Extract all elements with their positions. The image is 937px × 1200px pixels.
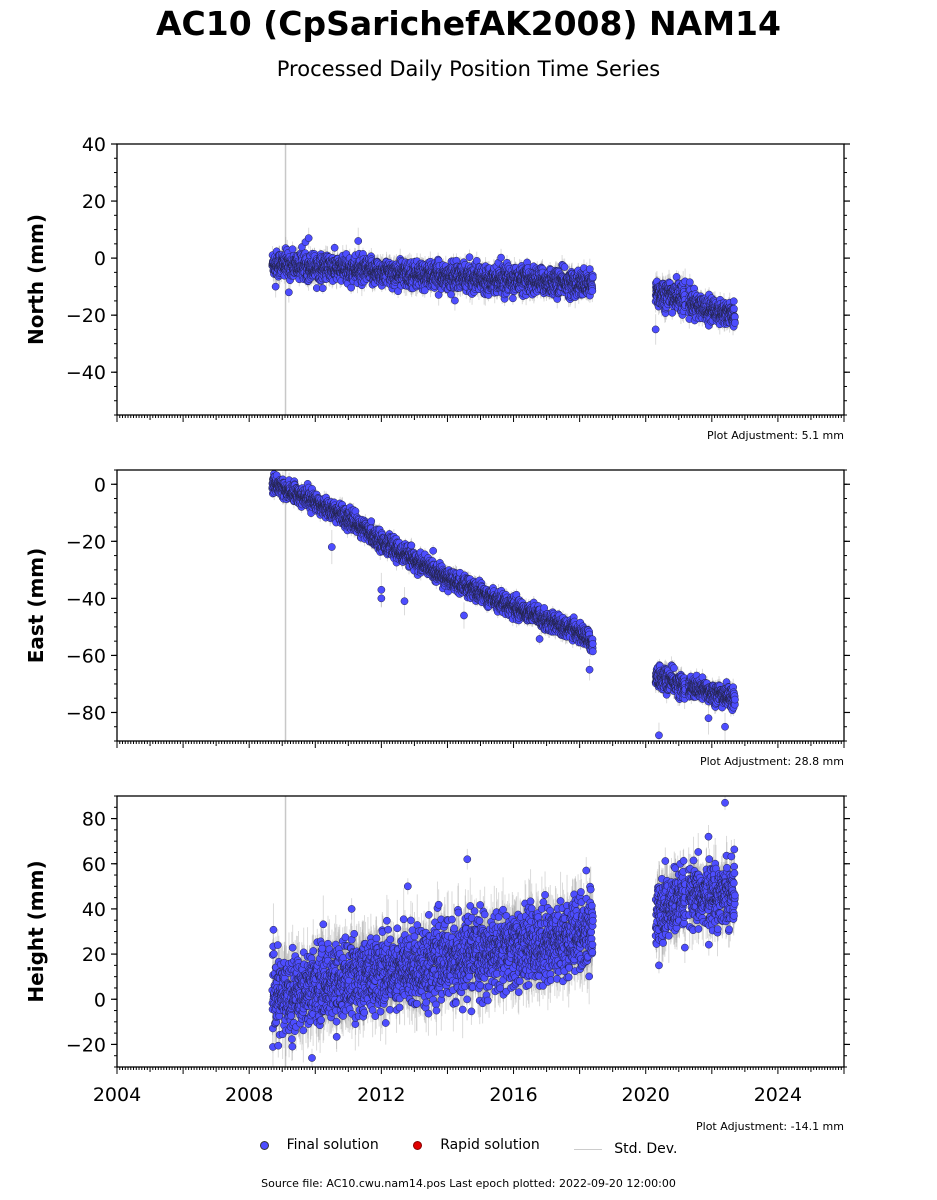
- final-solution-point: [347, 283, 355, 292]
- final-solution-points: [268, 234, 739, 334]
- final-solution-point: [318, 284, 327, 293]
- plot-area: [268, 144, 739, 415]
- final-solution-point: [330, 243, 339, 252]
- chart-subtitle: Processed Daily Position Time Series: [276, 57, 661, 81]
- chart-title: AC10 (CpSarichefAK2008) NAM14: [156, 4, 781, 43]
- final-solution-point: [288, 245, 297, 254]
- final-solution-point: [497, 253, 505, 262]
- final-solution-point: [451, 296, 459, 305]
- final-solution-point: [465, 253, 474, 262]
